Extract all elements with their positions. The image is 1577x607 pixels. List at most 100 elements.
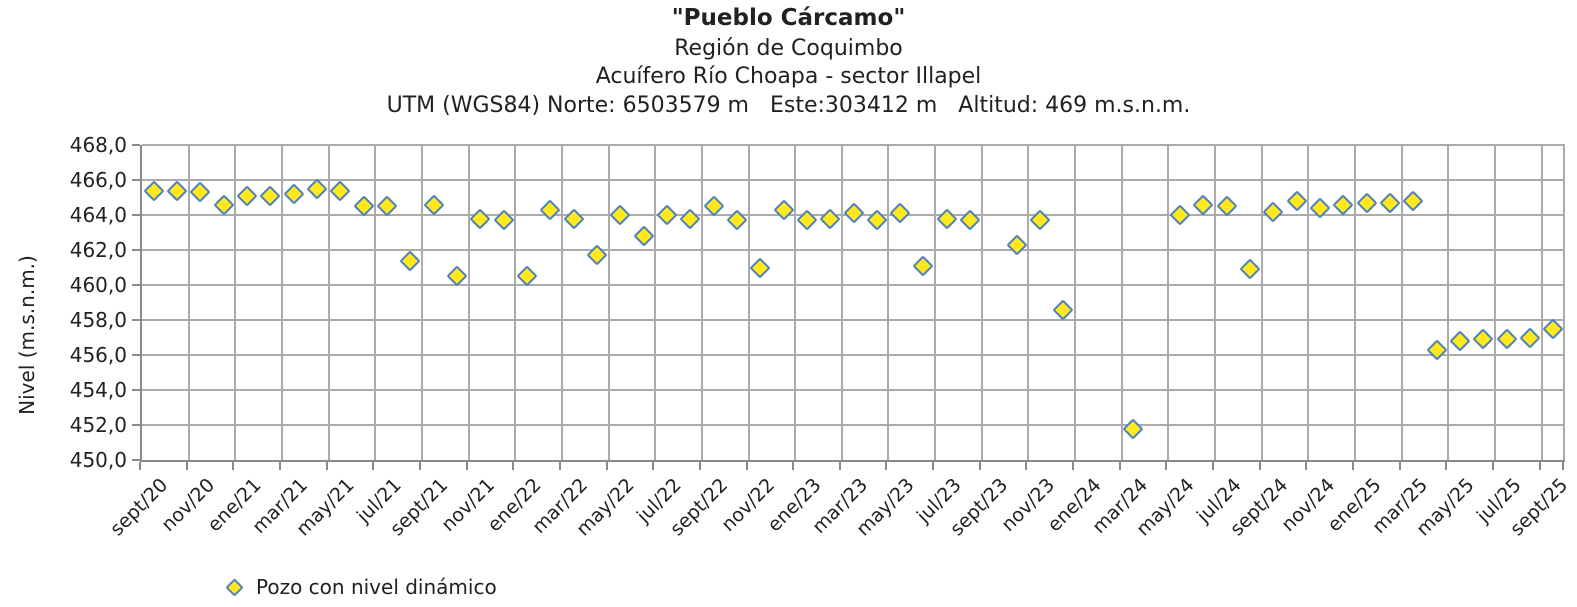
data-point — [726, 209, 748, 231]
y-axis-tick — [132, 424, 140, 426]
y-axis-tick — [132, 144, 140, 146]
gridline-vertical — [1307, 145, 1310, 460]
gridline-vertical — [187, 145, 190, 460]
data-point — [1519, 326, 1541, 349]
y-axis-tick — [132, 319, 140, 321]
data-point — [1402, 190, 1424, 212]
gridline-horizontal — [142, 144, 1565, 146]
chart-title: "Pueblo Cárcamo" — [671, 5, 906, 31]
gridline-vertical — [467, 145, 470, 460]
x-axis-tick — [372, 462, 375, 470]
gridline-vertical — [1540, 145, 1543, 460]
y-axis-tick — [132, 389, 140, 391]
gridline-vertical — [747, 145, 750, 460]
data-point — [236, 185, 258, 207]
data-point — [1496, 328, 1518, 350]
data-point — [679, 207, 701, 230]
data-point — [189, 181, 211, 203]
legend: Pozo con nivel dinámico — [225, 575, 497, 599]
data-point — [796, 209, 818, 231]
data-point — [306, 178, 328, 200]
gridline-vertical — [794, 145, 797, 460]
x-axis-tick — [1492, 462, 1495, 470]
gridline-vertical — [1074, 145, 1077, 460]
x-axis-tick — [838, 462, 841, 470]
data-point — [866, 209, 888, 231]
gridline-horizontal — [142, 389, 1565, 391]
data-point — [772, 199, 795, 221]
gridline-vertical — [234, 145, 237, 460]
x-axis-tick — [1538, 462, 1541, 470]
data-point — [1542, 318, 1564, 340]
data-point — [842, 202, 865, 224]
gridline-vertical — [1027, 145, 1030, 460]
y-axis-tick-label: 468,0 — [69, 133, 127, 157]
x-axis-tick — [278, 462, 281, 470]
y-axis-tick — [132, 249, 140, 251]
data-point — [959, 209, 981, 231]
gridline-vertical — [980, 145, 983, 460]
gridline-vertical — [887, 145, 890, 460]
data-point — [539, 199, 561, 221]
gridline-vertical — [700, 145, 703, 460]
y-axis-tick-label: 450,0 — [69, 448, 127, 472]
data-point — [166, 179, 188, 202]
gridline-vertical — [934, 145, 937, 460]
data-point — [1449, 330, 1471, 352]
legend-diamond-marker-icon — [225, 577, 244, 597]
x-axis-tick — [1165, 462, 1168, 470]
x-axis-tick — [792, 462, 795, 470]
chart-subtitle-aquifer: Acuífero Río Choapa - sector Illapel — [595, 64, 982, 89]
gridline-horizontal — [142, 179, 1565, 181]
y-axis-tick-label: 452,0 — [69, 413, 127, 437]
gridline-horizontal — [142, 354, 1565, 356]
data-point — [143, 179, 165, 202]
data-point — [586, 244, 608, 266]
data-point — [1006, 234, 1028, 256]
y-axis-tick — [132, 214, 140, 216]
x-axis-tick — [1398, 462, 1401, 470]
gridline-vertical — [1447, 145, 1450, 460]
gridline-vertical — [1120, 145, 1123, 460]
data-point — [469, 207, 491, 230]
data-point — [422, 193, 445, 216]
plot-right-border — [1563, 145, 1565, 460]
data-point — [1356, 192, 1378, 214]
data-point — [1286, 190, 1308, 212]
data-point — [609, 204, 631, 226]
y-axis-tick — [132, 284, 140, 286]
data-point — [283, 183, 305, 205]
gridline-vertical — [1167, 145, 1170, 460]
data-point — [912, 255, 935, 277]
x-axis-tick — [232, 462, 235, 470]
gridline-horizontal — [142, 249, 1565, 251]
x-axis-tick — [698, 462, 701, 470]
data-point — [1262, 200, 1284, 223]
plot-area — [140, 144, 1565, 462]
x-axis-tick — [465, 462, 468, 470]
data-point — [1169, 204, 1191, 226]
y-axis-tick-label: 454,0 — [69, 378, 127, 402]
x-axis-tick — [139, 462, 141, 470]
x-axis-tick — [652, 462, 655, 470]
chart-subtitle-utm: UTM (WGS84) Norte: 6503579 m Este:303412… — [386, 93, 1191, 118]
x-axis-tick — [1118, 462, 1121, 470]
gridline-vertical — [280, 145, 283, 460]
data-point — [889, 202, 911, 224]
y-axis-tick — [132, 179, 140, 181]
y-axis-tick-label: 460,0 — [69, 273, 127, 297]
data-point — [1052, 298, 1075, 321]
gridline-vertical — [654, 145, 657, 460]
x-axis-tick — [1025, 462, 1028, 470]
x-axis-tick — [1352, 462, 1355, 470]
gridline-vertical — [1214, 145, 1217, 460]
y-axis-tick-label: 466,0 — [69, 168, 127, 192]
y-axis-tick-label: 462,0 — [69, 238, 127, 262]
x-axis-tick — [1445, 462, 1448, 470]
y-axis-tick — [132, 354, 140, 356]
x-axis-tick — [1305, 462, 1308, 470]
x-axis-tick — [745, 462, 748, 470]
data-point — [1379, 192, 1401, 214]
x-axis-tick — [1562, 462, 1564, 470]
